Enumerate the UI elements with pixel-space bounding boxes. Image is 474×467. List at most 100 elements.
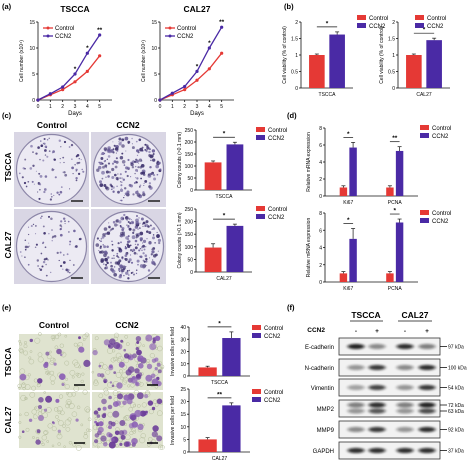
- chart-e-cal27-invasion: 0 5 10 15 20 25 Invasive cells per field ** CAL2…: [170, 387, 283, 462]
- colony: [120, 187, 122, 189]
- colony: [30, 224, 33, 228]
- colony: [121, 177, 123, 179]
- colony: [62, 156, 65, 159]
- kda-label: 63 kDa: [448, 409, 464, 415]
- colony: [131, 235, 136, 240]
- membrane-pore: [53, 407, 59, 412]
- membrane-pore: [18, 435, 22, 439]
- y-tick-label: 2: [319, 177, 322, 183]
- series-line-control: [159, 52, 223, 101]
- colony: [68, 231, 70, 233]
- legend-label: CCN2: [432, 134, 449, 140]
- significance-mark: **: [97, 27, 103, 34]
- colony: [27, 180, 30, 183]
- y-tick-label: 10: [151, 46, 157, 52]
- blot-band: [347, 408, 365, 414]
- colony: [131, 250, 134, 253]
- membrane-pore: [125, 342, 130, 346]
- colony: [37, 191, 39, 193]
- invasive-cell: [145, 334, 153, 342]
- invasive-cell: [94, 420, 97, 424]
- colony: [124, 136, 129, 141]
- colony: [70, 143, 74, 147]
- colony: [96, 168, 100, 172]
- invasive-cell: [110, 421, 116, 427]
- colony: [136, 177, 139, 180]
- y-tick-label: 150: [185, 152, 194, 158]
- legend-label: Control: [432, 126, 451, 132]
- invasive-cell: [131, 421, 138, 428]
- membrane-pore: [51, 444, 55, 448]
- y-tick-label: 0.5: [388, 70, 395, 76]
- colony: [139, 147, 143, 152]
- colony: [133, 273, 135, 276]
- membrane-pore: [46, 440, 50, 443]
- invasive-cell: [147, 400, 154, 406]
- colony: [142, 191, 145, 194]
- membrane-pore: [49, 370, 55, 376]
- invasive-cell: [100, 435, 107, 442]
- colony: [118, 247, 121, 249]
- colony: [116, 255, 119, 258]
- colony: [118, 259, 122, 263]
- chart-title: CAL27: [184, 4, 211, 14]
- colony: [59, 227, 62, 231]
- colony: [137, 228, 139, 230]
- colony: [68, 146, 71, 148]
- colony: [143, 184, 145, 187]
- membrane-pore: [22, 382, 25, 386]
- significance-mark: *: [423, 27, 426, 34]
- colony-column-control: Control: [37, 120, 67, 130]
- colony: [151, 250, 155, 254]
- blot-band: [368, 447, 386, 454]
- membrane-pore: [141, 402, 147, 408]
- blot-band: [418, 364, 436, 371]
- colony-row-tscca: TSCCA: [3, 152, 13, 181]
- colony: [106, 261, 109, 265]
- y-tick-label: 50: [187, 257, 193, 263]
- invasive-cell: [108, 395, 112, 400]
- invasive-cell: [29, 338, 33, 343]
- colony: [114, 165, 118, 169]
- invasion-row-tscca: TSCCA: [3, 347, 13, 376]
- colony: [144, 254, 148, 258]
- colony: [47, 215, 51, 218]
- colony: [42, 241, 45, 244]
- y-axis-label: Invasive cells per field: [170, 327, 176, 376]
- colony: [42, 260, 46, 264]
- invasive-cell: [78, 336, 81, 340]
- colony: [64, 220, 66, 222]
- colony: [59, 233, 63, 237]
- colony: [117, 263, 120, 266]
- membrane-pore: [25, 427, 30, 432]
- blot-label: E-cadherin: [305, 345, 334, 351]
- colony: [27, 233, 30, 236]
- colony: [110, 264, 113, 268]
- colony: [142, 252, 145, 255]
- membrane-pore: [84, 332, 90, 338]
- membrane-pore: [131, 427, 136, 433]
- invasive-cell: [21, 430, 25, 434]
- colony: [132, 231, 135, 234]
- membrane-pore: [68, 440, 73, 445]
- blot-band: [368, 402, 386, 408]
- membrane-pore: [94, 416, 98, 420]
- colony: [59, 162, 61, 164]
- colony: [147, 225, 150, 228]
- colony: [44, 145, 48, 149]
- membrane-pore: [19, 342, 23, 346]
- membrane-pore: [93, 380, 99, 387]
- membrane-pore: [83, 431, 88, 436]
- colony: [105, 263, 108, 266]
- colony: [139, 247, 142, 250]
- invasive-cell: [93, 410, 99, 415]
- legend-swatch: [256, 206, 265, 211]
- colony: [141, 146, 144, 149]
- colony: [72, 172, 74, 175]
- colony: [135, 168, 138, 172]
- colony: [149, 186, 153, 190]
- colony: [102, 263, 105, 265]
- colony: [135, 221, 139, 225]
- invasive-cell: [134, 368, 140, 374]
- membrane-pore: [76, 405, 81, 410]
